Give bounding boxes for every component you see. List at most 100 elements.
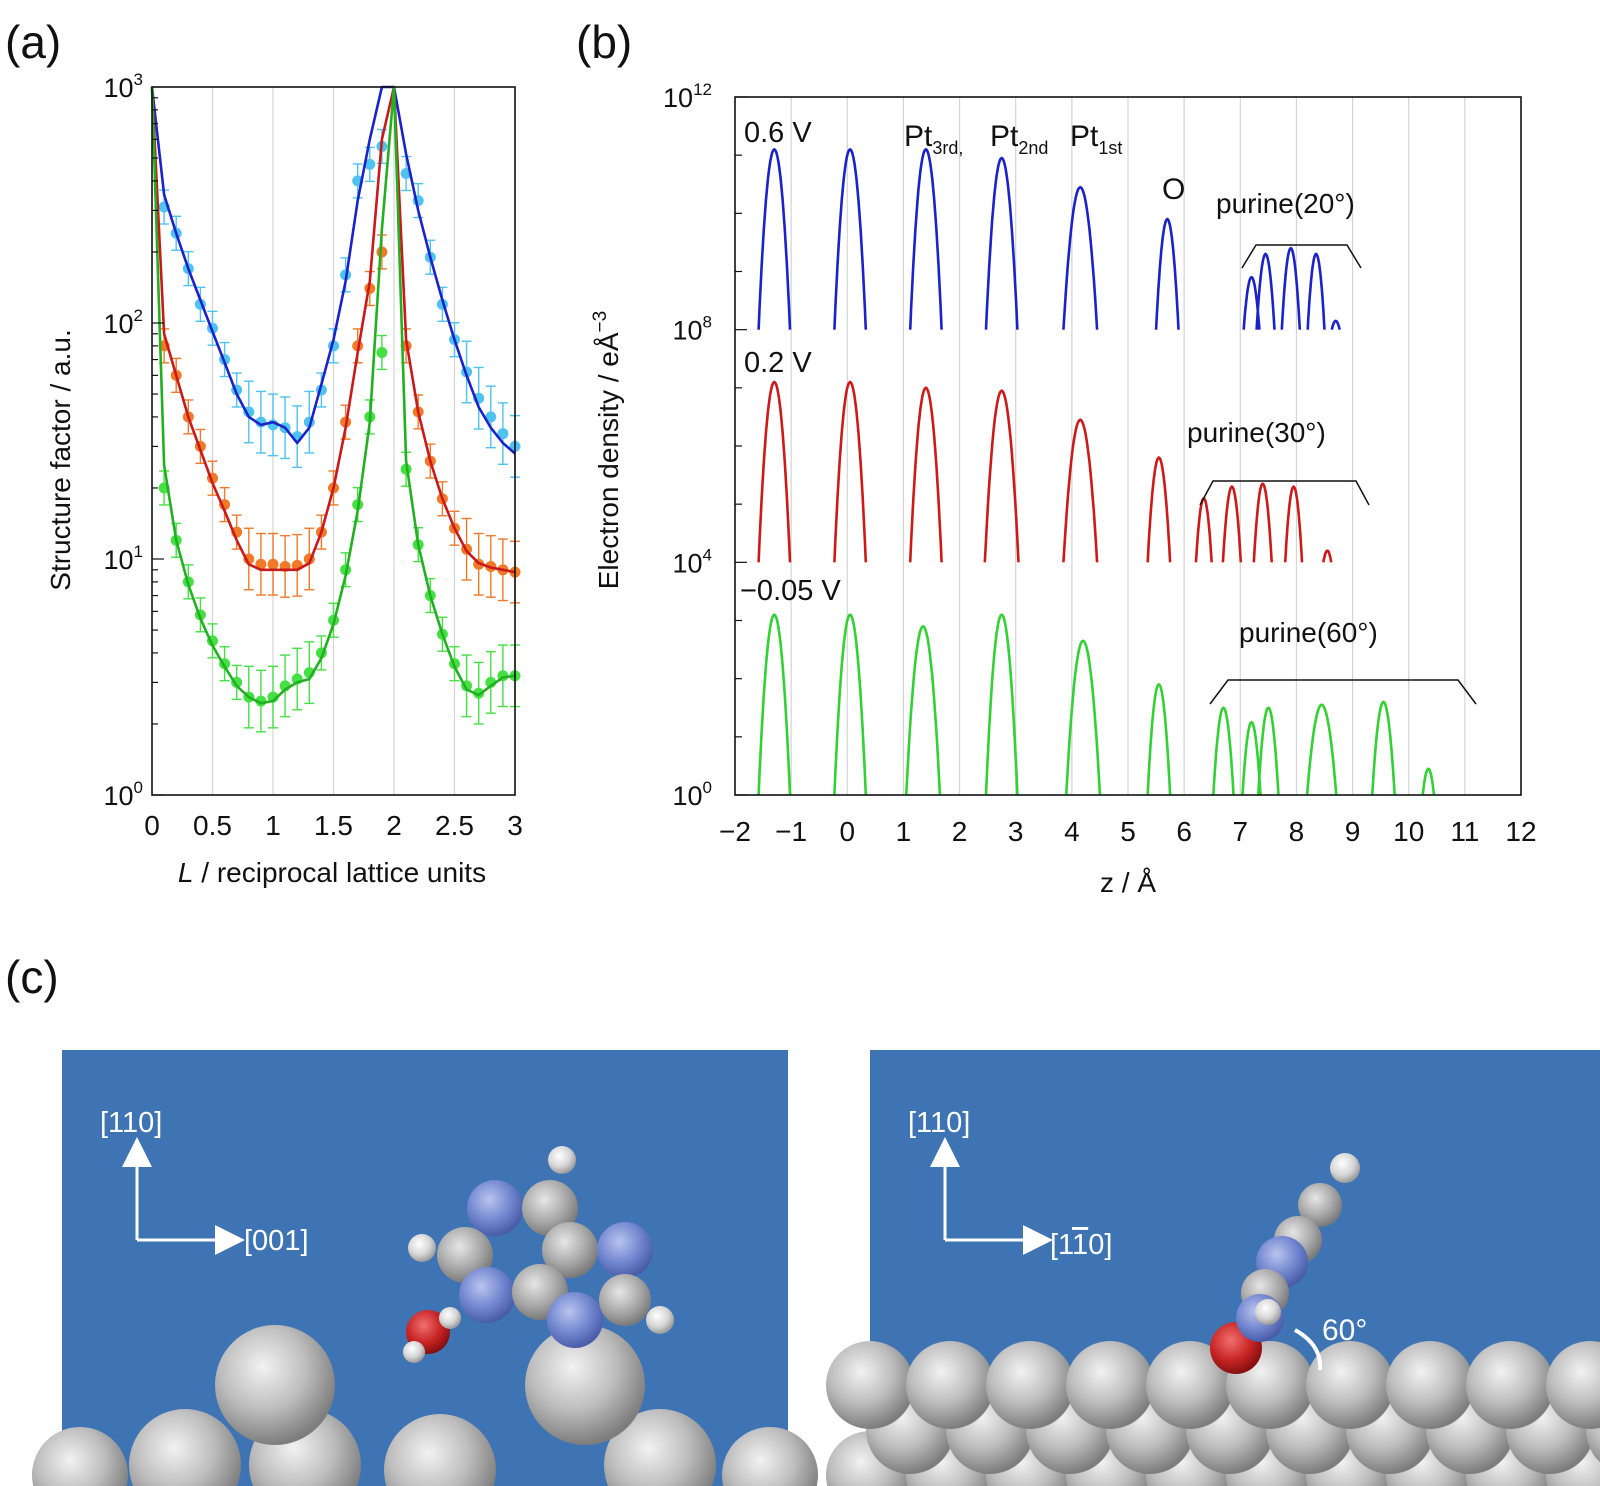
chart-b-xlabel: z / Å [1100,867,1156,898]
chart-b-series-1 [757,380,1333,563]
chart-b-peak [1255,252,1276,330]
hydrogen-atom [408,1234,436,1262]
chart-b-grid [790,97,1466,795]
pt-atom [722,1427,818,1486]
carbon-atom [522,1180,578,1236]
chart-a-y-tick-label: 101 [103,542,143,575]
chart-b-y-tick-label: 1012 [663,80,712,113]
hydrogen-atom [403,1341,425,1363]
chart-b-x-tick-label: 2 [952,816,968,847]
nitrogen-atom [467,1180,523,1236]
chart-b-x-tick-label: 6 [1176,816,1192,847]
chart-b-peak [833,380,868,563]
chart-b-peak [1257,706,1280,796]
chart-b-peak [1306,252,1326,330]
chart-a-y-tick-label: 103 [103,70,143,103]
chart-b-x-tick-label: −1 [775,816,807,847]
carbon-atom [599,1274,651,1326]
annotation-pt1st: Pt1st [1070,120,1122,158]
chart-b-peak [1305,703,1338,796]
chart-a-data-point [255,558,267,570]
pt1-sub: 1st [1098,138,1122,158]
carbon-atom [542,1222,598,1278]
pt2-main: Pt [990,120,1019,153]
chart-b-ylabel-text: Electron density / eÅ [593,332,624,589]
right-axis-bar-digit: 1 [1072,1229,1088,1261]
right-axis-prefix: [1 [1050,1229,1073,1261]
chart-b-peak [1242,275,1261,330]
chart-a-x-tick-label: 2 [386,810,402,841]
chart-a-frame [151,86,516,796]
chart-b-ylabel-sup: −3 [590,311,611,333]
chart-b-peak [833,613,868,796]
bracket-purine30 [1199,480,1370,506]
bracket-purine20 [1241,244,1362,269]
chart-b-peak [1221,485,1243,563]
pt-atom [1386,1341,1474,1429]
chart-b-peak [1280,246,1302,330]
chart-b-y-tick-label: 104 [672,545,712,578]
panel-c: [110] [001] [32,1050,1600,1486]
chart-a-x-tick-label: 0 [144,810,160,841]
right-axis-up-label: [110] [908,1107,970,1139]
chart-b-x-tick-label: 11 [1450,816,1479,847]
chart-b-peak [908,386,943,563]
annotation-purine20: purine(20°) [1216,188,1355,219]
chart-b-peak [908,147,943,330]
chart-b-x-tick-label: 3 [1008,816,1024,847]
chart-b-peak [1194,496,1213,563]
pt-atom [1546,1341,1600,1429]
hydrogen-atom [1330,1153,1360,1183]
nitrogen-atom [547,1292,603,1348]
right-axis-suffix: 0] [1088,1229,1112,1261]
chart-b-peak [1062,418,1099,563]
pt-atom [1066,1341,1154,1429]
pt-atom [986,1341,1074,1429]
chart-a-fit-line [150,85,516,705]
chart-a-data-point [364,158,376,170]
chart-a: 0 0.5 1 1.5 2 2.5 3 100 101 102 103 Structure fact… [45,70,523,888]
chart-a-series-0 [150,85,521,478]
chart-a-fit-line [150,85,516,455]
chart-a-series-1 [150,85,521,604]
chart-a-data-point [473,687,485,699]
right-purine-molecule: 60° [1210,1153,1367,1374]
chart-b-peak [1370,700,1396,796]
annotation-purine60: purine(60°) [1239,617,1378,648]
pt-atom [826,1341,914,1429]
series-label-minus0.05V: −0.05 V [740,575,841,607]
chart-a-y-tick-label: 102 [103,306,143,339]
chart-a-data-point [485,411,497,423]
chart-b-peak [1421,767,1436,796]
chart-a-x-tick-label: 0.5 [193,810,232,841]
chart-b-x-tick-label: −2 [719,816,751,847]
chart-b-x-tick-label: 4 [1064,816,1080,847]
nitrogen-atom [459,1267,515,1323]
chart-b-x-tick-label: 5 [1120,816,1136,847]
chart-a-ticks: 0 0.5 1 1.5 2 2.5 3 100 101 102 103 [103,70,522,841]
chart-b-peak [1212,706,1235,796]
pt-atom [1306,1341,1394,1429]
chart-b-y-tick-label: 108 [672,313,712,346]
hydrogen-atom [1255,1299,1281,1325]
chart-b-y-tick-label: 100 [672,778,712,811]
pt3-main: Pt [904,120,933,153]
chart-b-peak [983,389,1020,563]
chart-b-peak [1252,482,1273,563]
pt1-main: Pt [1070,120,1099,153]
carbon-atom [1298,1183,1342,1227]
nitrogen-atom [597,1222,653,1278]
pt-atom [1146,1341,1234,1429]
right-pt-surface [826,1341,1600,1486]
chart-a-data-point [376,346,388,358]
hydrogen-atom [439,1307,461,1329]
chart-b-ylabel: Electron density / eÅ−3 [590,311,624,589]
chart-b-peak [757,380,792,563]
chart-a-ylabel: Structure factor / a.u. [45,329,76,590]
chart-a-series-2 [150,85,521,733]
series-label-0.6V: 0.6 V [744,117,812,149]
chart-a-xlabel-rest: / reciprocal lattice units [194,857,487,888]
chart-b-peak [1146,682,1172,796]
